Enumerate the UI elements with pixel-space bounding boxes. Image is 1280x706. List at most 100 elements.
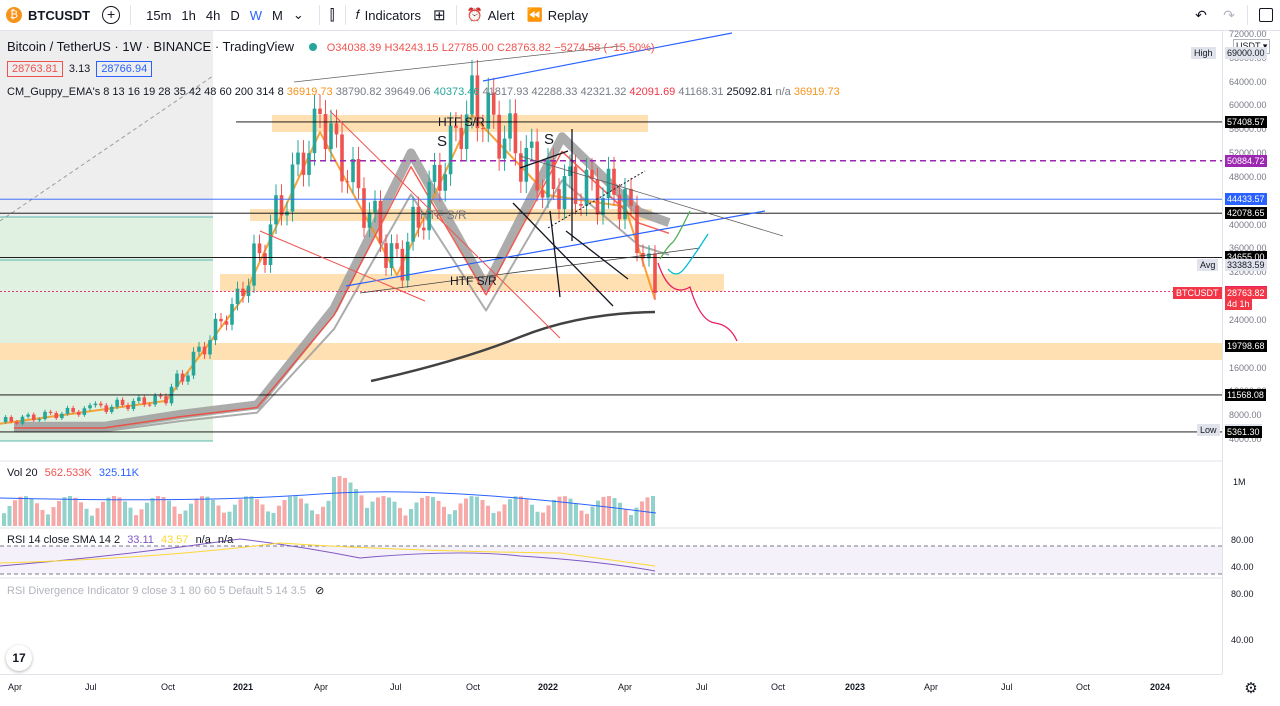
ask-price[interactable]: 28766.94 bbox=[96, 61, 153, 77]
volume-bar bbox=[167, 500, 171, 526]
fullscreen-button[interactable] bbox=[1252, 1, 1280, 29]
candle-body bbox=[301, 152, 306, 175]
time-tick: Oct bbox=[771, 682, 786, 692]
chevron-down-icon[interactable]: ⌄ bbox=[292, 7, 304, 22]
price-tag: 57408.57 bbox=[1225, 115, 1267, 128]
undo-button[interactable]: ↶ bbox=[1187, 1, 1215, 29]
candle-body bbox=[486, 92, 491, 129]
volume-ma-line bbox=[0, 491, 657, 514]
time-tick: Oct bbox=[1076, 682, 1091, 692]
vol-v0: 562.533K bbox=[44, 467, 92, 479]
volume-bar bbox=[29, 498, 34, 526]
candle-body bbox=[340, 134, 344, 182]
annotation-s2[interactable]: S bbox=[544, 131, 555, 148]
price-tag: 5361.30 bbox=[1225, 425, 1262, 438]
ma200-line bbox=[370, 310, 656, 383]
volume-bar bbox=[563, 496, 567, 526]
undo-icon: ↶ bbox=[1195, 6, 1207, 23]
redo-button[interactable]: ↷ bbox=[1215, 1, 1243, 29]
timeframe-1h[interactable]: 1h bbox=[181, 7, 196, 23]
price-axis[interactable]: USDT ▾ 72000.0068000.0064000.0060000.005… bbox=[1173, 29, 1280, 674]
volume-bar bbox=[35, 503, 39, 526]
alert-button[interactable]: ⏰ Alert bbox=[461, 0, 521, 30]
rsi-label: RSI 14 close SMA 14 2 bbox=[7, 534, 121, 546]
volume-bar bbox=[464, 498, 468, 526]
volume-bar bbox=[579, 510, 584, 526]
candle-body bbox=[60, 413, 64, 419]
candle-body bbox=[524, 147, 529, 182]
volume-bar bbox=[244, 496, 248, 526]
timeframe-m[interactable]: M bbox=[272, 7, 283, 23]
price-tag: 42078.65 bbox=[1225, 207, 1267, 220]
timeframe-w[interactable]: W bbox=[249, 7, 263, 23]
rsi-v0: 33.11 bbox=[127, 534, 154, 546]
layouts-button[interactable]: ⊞ bbox=[427, 0, 452, 30]
bid-price[interactable]: 28763.81 bbox=[7, 61, 63, 77]
bid-ask-row: 28763.81 3.13 28766.94 bbox=[7, 61, 153, 77]
annotation-htf-top[interactable]: HTF S/R bbox=[438, 115, 485, 129]
candle-body bbox=[137, 397, 141, 401]
time-tick: Oct bbox=[466, 682, 481, 692]
candle-body bbox=[120, 399, 125, 406]
price-tick: 52000.00 bbox=[1229, 148, 1267, 159]
timeframe-d[interactable]: D bbox=[230, 7, 240, 23]
volume-bar bbox=[101, 501, 105, 526]
volume-bar bbox=[343, 477, 347, 526]
bitcoin-icon: ₿ bbox=[6, 7, 22, 23]
rewind-icon: ⏪ bbox=[526, 7, 543, 22]
volume-bar bbox=[249, 496, 254, 526]
candle-body bbox=[454, 125, 458, 128]
rsi-axis-tick-80: 80.00 bbox=[1231, 535, 1254, 545]
ohlc-low: L27785.00 bbox=[441, 42, 494, 54]
chart-type-button[interactable]: ⫿ bbox=[324, 0, 341, 30]
candle-body bbox=[219, 318, 223, 322]
volume-bar bbox=[392, 501, 397, 526]
annotation-htf-bot[interactable]: HTF S/R bbox=[450, 274, 497, 288]
candle-body bbox=[629, 188, 633, 206]
volume-bar bbox=[590, 506, 595, 526]
candle-body bbox=[384, 243, 388, 268]
timeframe-4h[interactable]: 4h bbox=[205, 7, 221, 23]
currency-label: USDT bbox=[1236, 41, 1260, 51]
price-chart[interactable] bbox=[0, 31, 1222, 674]
add-symbol-button[interactable]: + bbox=[96, 0, 126, 30]
volume-bar bbox=[123, 501, 127, 526]
rsi-v3: n/a bbox=[217, 534, 234, 546]
price-tick: 8000.00 bbox=[1229, 410, 1262, 421]
settings-button[interactable]: ⚙ bbox=[1240, 678, 1262, 700]
candle-body bbox=[99, 403, 103, 406]
price-tag: 69000.00 bbox=[1225, 46, 1267, 59]
indicators-button[interactable]: 𝑓 Indicators bbox=[350, 0, 427, 30]
volume-bar bbox=[403, 515, 408, 526]
volume-bar bbox=[546, 505, 551, 526]
replay-button[interactable]: ⏪ Replay bbox=[521, 0, 595, 30]
rsi-sma-line bbox=[0, 542, 656, 567]
volume-bar bbox=[497, 511, 501, 526]
timeframe-15m[interactable]: 15m bbox=[146, 7, 172, 23]
volume-bar bbox=[189, 503, 193, 526]
candle-body bbox=[213, 318, 218, 341]
symbol-search[interactable]: ₿ BTCUSDT bbox=[0, 0, 96, 30]
sr-zone-mid bbox=[250, 209, 652, 221]
annotation-s1[interactable]: S bbox=[437, 133, 448, 150]
time-axis[interactable]: Apr Jul Oct 2021 Apr Jul Oct 2022 Apr Jul Oct 2023 A… bbox=[0, 674, 1222, 706]
eye-off-icon[interactable]: ⊘ bbox=[315, 585, 325, 597]
vol-label: Vol 20 bbox=[7, 467, 38, 479]
guppy-v0: 36919.73 bbox=[286, 86, 333, 98]
candle-body bbox=[65, 407, 70, 414]
price-tick: 24000.00 bbox=[1229, 314, 1267, 325]
annotation-htf-mid[interactable]: HTF S/R bbox=[420, 208, 467, 222]
candle-body bbox=[573, 166, 578, 204]
candle-body bbox=[104, 405, 109, 412]
candle-body bbox=[475, 75, 480, 129]
tradingview-logo[interactable]: 17 bbox=[6, 645, 32, 671]
rsidiv-axis-tick-80: 80.00 bbox=[1231, 589, 1254, 599]
guppy-v9: 25092.81 bbox=[726, 86, 773, 98]
candle-body bbox=[438, 164, 442, 191]
volume-bar bbox=[299, 498, 303, 526]
volume-bar bbox=[304, 503, 309, 526]
divider bbox=[344, 5, 346, 25]
guppy-v1: 38790.82 bbox=[335, 86, 382, 98]
chart-pane[interactable]: Bitcoin / TetherUS · 1W · BINANCE · Trad… bbox=[0, 31, 1222, 674]
rsi-line bbox=[0, 538, 656, 572]
